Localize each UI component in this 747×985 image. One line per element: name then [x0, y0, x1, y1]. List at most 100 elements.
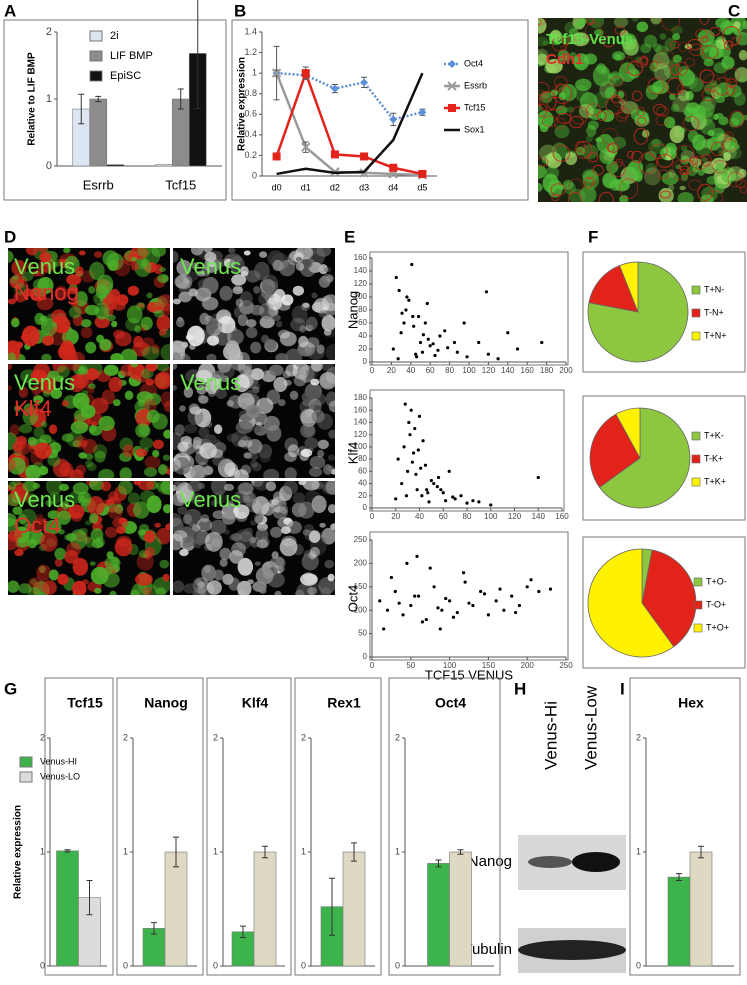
scatter-point: [396, 457, 400, 461]
line-series: [276, 71, 423, 121]
cell: [122, 444, 135, 458]
cell: [8, 580, 20, 593]
cell: [715, 132, 727, 141]
cell: [273, 376, 288, 392]
cell: [209, 519, 227, 535]
cell: [307, 346, 325, 360]
cell: [204, 251, 217, 263]
cell: [31, 270, 41, 277]
cell: [538, 18, 546, 27]
cell: [34, 442, 52, 459]
cell: [231, 274, 247, 286]
cell: [613, 18, 629, 28]
cell: [738, 168, 747, 179]
cell: [704, 96, 713, 104]
legend-label: T-K+: [704, 453, 723, 463]
cell: [575, 141, 586, 152]
cell: [179, 405, 186, 412]
cell: [538, 18, 542, 25]
error-bar: [435, 859, 442, 868]
cell: [38, 248, 48, 253]
scatter-point: [486, 613, 490, 617]
cell: [695, 28, 708, 39]
line-marker: [301, 69, 310, 78]
cell: [650, 60, 659, 70]
cell: [120, 348, 138, 360]
cell: [634, 171, 643, 182]
cell: [636, 21, 649, 33]
cell: [29, 445, 40, 455]
cell: [733, 21, 741, 29]
legend-swatch: [19, 756, 33, 768]
cell: [135, 423, 151, 438]
cell: [622, 38, 640, 56]
cell: [126, 305, 143, 324]
cell: [306, 337, 320, 348]
cell: [205, 421, 213, 428]
cell: [594, 91, 609, 109]
scatter-point: [517, 603, 522, 608]
y-tick-label: 160: [354, 405, 368, 414]
microscopy-image: [8, 248, 170, 360]
cell: [114, 504, 124, 515]
legend-label: T+O+: [706, 622, 729, 632]
cell: [321, 294, 335, 312]
legend-swatch: [691, 477, 701, 487]
cell: [96, 274, 114, 294]
cell: [609, 161, 626, 178]
cell: [173, 457, 191, 475]
line-marker: [271, 68, 282, 78]
cell: [327, 454, 335, 461]
cell: [79, 439, 88, 448]
cell: [239, 436, 253, 449]
x-tick-label: 200: [559, 366, 573, 375]
cell: [259, 450, 271, 463]
cell: [90, 566, 109, 585]
cell: [250, 536, 260, 548]
image-label: Venus: [180, 370, 241, 395]
cell: [699, 41, 717, 62]
cell: [177, 441, 189, 452]
scatter-point: [426, 491, 430, 495]
cell: [671, 103, 680, 113]
cell: [114, 331, 132, 347]
cell: [581, 144, 599, 160]
cell: [176, 318, 185, 328]
cell: [586, 18, 595, 25]
scatter-point: [427, 500, 431, 504]
cell: [8, 517, 19, 533]
x-tick-label: 150: [482, 661, 496, 670]
scatter-point: [436, 348, 440, 352]
cell: [603, 151, 616, 162]
scatter-point: [463, 580, 467, 584]
cell: [657, 169, 669, 180]
scatter-point: [459, 494, 463, 498]
image-label: Klf4: [14, 396, 52, 421]
y-tick-label: 140: [354, 418, 368, 427]
scatter-point: [431, 342, 435, 346]
cell: [276, 320, 283, 328]
cell: [140, 260, 147, 268]
microscopy-image: [173, 248, 335, 360]
cell: [583, 177, 594, 189]
cell: [206, 335, 220, 346]
cell: [710, 141, 724, 157]
cell: [538, 157, 549, 167]
cell: [204, 565, 211, 574]
bar: [449, 851, 472, 967]
cell: [194, 445, 205, 455]
cell: [106, 314, 116, 322]
cell: [130, 248, 149, 260]
cell: [75, 266, 84, 276]
scatter-point: [420, 494, 424, 498]
panel-frame: [231, 19, 529, 201]
cell: [699, 69, 715, 84]
bar: [342, 851, 366, 967]
cell: [237, 314, 249, 327]
cell: [631, 150, 644, 163]
cell: [677, 191, 694, 202]
blot-band: [528, 856, 572, 868]
cell: [196, 270, 206, 277]
cell: [681, 72, 698, 89]
cell: [619, 178, 639, 200]
